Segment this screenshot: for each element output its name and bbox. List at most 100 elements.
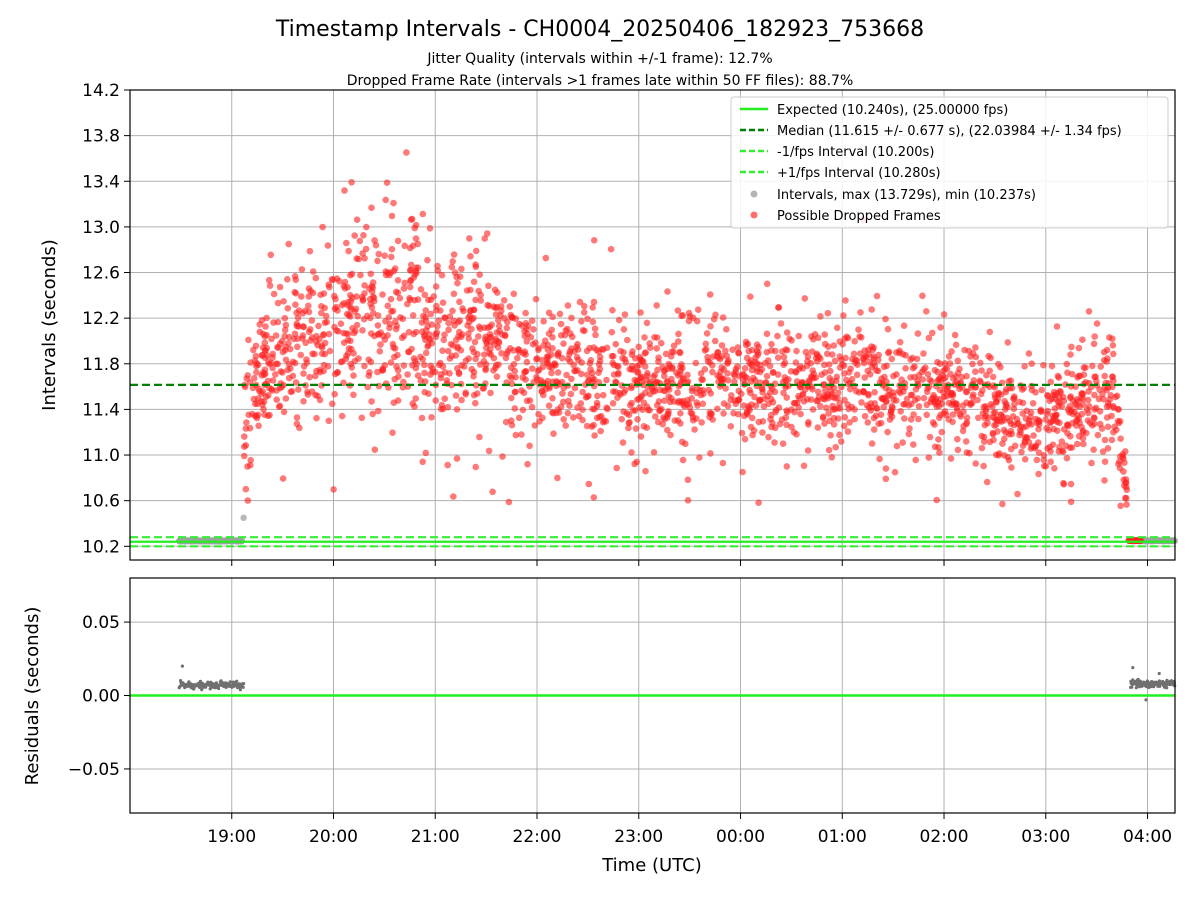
dropped-frame-point [1110, 404, 1118, 412]
dropped-frame-point [1082, 364, 1089, 372]
dropped-frame-point [619, 439, 627, 446]
dropped-frame-point [495, 322, 503, 330]
dropped-frame-point [345, 311, 353, 319]
dropped-frame-point [772, 408, 779, 416]
dropped-frame-point [870, 344, 877, 351]
dropped-frame-point [350, 391, 357, 399]
dropped-frame-point [432, 283, 440, 290]
residual-point [1131, 666, 1135, 670]
dropped-frame-point [979, 387, 986, 394]
dropped-frame-point [320, 361, 328, 369]
dropped-frame-point [841, 414, 849, 421]
dropped-frame-point [406, 296, 414, 304]
dropped-frame-point [506, 303, 514, 310]
dropped-frame-point [1097, 363, 1104, 370]
dropped-frame-point [1093, 320, 1101, 327]
dropped-frame-point [387, 359, 395, 366]
dropped-frame-point [294, 335, 301, 343]
dropped-frame-point [558, 378, 566, 386]
dropped-frame-point [585, 480, 593, 488]
dropped-frame-point [384, 302, 392, 310]
dropped-frame-point [247, 461, 254, 469]
dropped-frame-point [589, 304, 596, 311]
dropped-frame-point [291, 330, 299, 338]
dropped-frame-point [814, 334, 822, 342]
dropped-frame-point [804, 357, 811, 365]
dropped-frame-point [470, 306, 478, 314]
dropped-frame-point [763, 330, 771, 338]
dropped-frame-point [456, 298, 463, 306]
dropped-frame-point [891, 468, 899, 476]
dropped-frame-point [540, 391, 547, 399]
dropped-frame-point [646, 340, 653, 347]
dropped-frame-point [1028, 360, 1035, 368]
dropped-frame-point [334, 328, 342, 335]
dropped-frame-point [723, 326, 730, 333]
dropped-frame-point [276, 402, 284, 410]
dropped-frame-point [865, 346, 872, 354]
dropped-frame-point [400, 378, 407, 386]
dropped-frame-point [612, 340, 619, 348]
dropped-frame-point [280, 408, 288, 416]
dropped-frame-point [948, 348, 955, 355]
dropped-frame-point [823, 404, 830, 412]
dropped-frame-point [826, 374, 833, 382]
dropped-frame-point [302, 339, 310, 347]
dropped-frame-point [899, 439, 906, 446]
dropped-frame-point [344, 298, 352, 306]
dropped-frame-point [532, 295, 540, 303]
dropped-frame-point [731, 372, 738, 379]
dropped-frame-point [1027, 445, 1035, 452]
dropped-frame-point [978, 367, 985, 374]
dropped-frame-point [321, 304, 329, 312]
legend-dropped-label: Possible Dropped Frames [777, 209, 941, 224]
dropped-frame-point [405, 348, 412, 356]
dropped-frame-point [699, 376, 706, 384]
dropped-frame-point [678, 438, 686, 446]
dropped-frame-point [325, 281, 333, 289]
dropped-frame-point [375, 382, 383, 390]
dropped-frame-point [688, 387, 696, 395]
dropped-frame-point [508, 374, 515, 382]
dropped-frame-point [579, 406, 586, 414]
dropped-frame-point [590, 421, 597, 429]
dropped-frame-point [321, 350, 329, 358]
dropped-frame-point [893, 397, 900, 404]
dropped-frame-point [729, 346, 736, 354]
dropped-frame-point [412, 328, 420, 336]
dropped-frame-point [856, 333, 863, 340]
dropped-frame-point [366, 369, 373, 376]
dropped-frame-point [651, 371, 659, 379]
dropped-frame-point [889, 389, 897, 396]
dropped-frame-point [679, 312, 687, 319]
dropped-frame-point [607, 245, 615, 253]
dropped-frame-point [1051, 391, 1059, 399]
dropped-frame-point [445, 347, 452, 355]
dropped-frame-point [409, 400, 417, 407]
dropped-frame-point [345, 330, 352, 338]
dropped-frame-point [524, 460, 531, 468]
dropped-frame-point [735, 349, 742, 357]
dropped-frame-point [888, 407, 895, 415]
dropped-frame-point [651, 334, 658, 341]
dropped-frame-point [667, 431, 674, 439]
dropped-frame-point [388, 308, 395, 315]
dropped-frame-point [456, 317, 464, 324]
residual-point [242, 682, 246, 686]
dropped-frame-point [919, 376, 926, 383]
dropped-frame-point [1041, 462, 1048, 470]
dropped-frame-point [907, 416, 915, 423]
dropped-frame-point [714, 405, 721, 413]
dropped-frame-point [445, 319, 452, 327]
dropped-frame-point [793, 347, 800, 355]
y-tick-label: 0.05 [82, 613, 120, 633]
dropped-frame-point [709, 368, 716, 376]
dropped-frame-point [567, 390, 575, 398]
dropped-frame-point [469, 345, 476, 352]
dropped-frame-point [674, 389, 681, 397]
dropped-frame-point [897, 408, 904, 415]
dropped-frame-point [740, 371, 747, 378]
dropped-frame-point [830, 384, 838, 392]
dropped-frame-point [437, 307, 444, 314]
dropped-frame-point [870, 426, 878, 433]
